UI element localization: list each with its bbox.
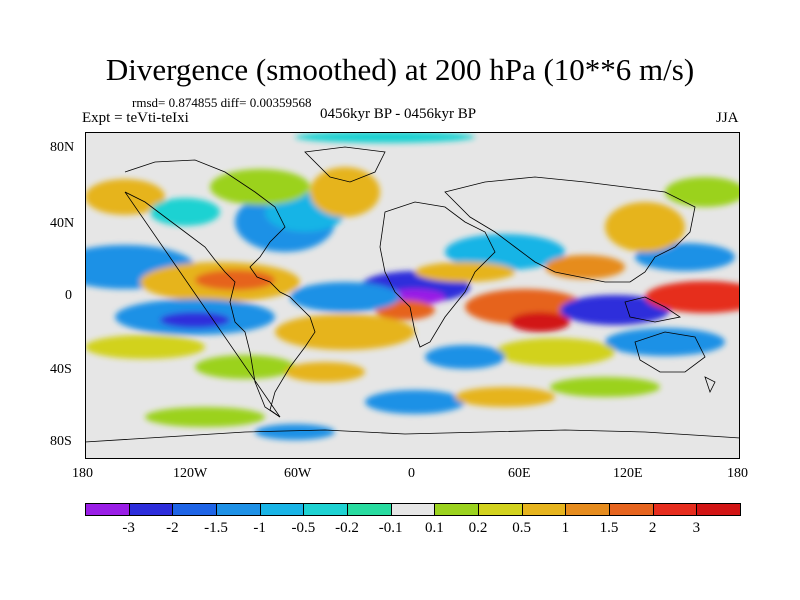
x-tick-120e: 120E: [613, 466, 643, 481]
colorbar-swatch: [216, 503, 261, 516]
colorbar-label: -1: [253, 520, 266, 536]
y-tick-80s: 80S: [50, 434, 72, 449]
colorbar-label: -3: [122, 520, 135, 536]
map-title: Divergence (smoothed) at 200 hPa (10**6 …: [105, 52, 695, 87]
colorbar-swatch: [172, 503, 217, 516]
colorbar-swatch: [609, 503, 654, 516]
y-tick-40s: 40S: [50, 362, 72, 377]
x-tick-120w: 120W: [173, 466, 208, 481]
colorbar-label: -0.5: [291, 520, 316, 536]
colorbar-swatch: [434, 503, 479, 516]
colorbar-label: 0.2: [468, 520, 488, 536]
colorbar-label: 3: [692, 520, 701, 536]
coastlines: [85, 146, 740, 443]
colorbar-swatch: [521, 503, 567, 516]
map-frame: [85, 132, 740, 459]
colorbar: [85, 503, 741, 516]
colorbar-label: 1.5: [599, 520, 619, 536]
colorbar-swatch: [85, 503, 130, 516]
colorbar-swatch: [303, 503, 348, 516]
colorbar-swatch: [259, 503, 305, 516]
colorbar-label: 0.1: [424, 520, 444, 536]
experiment-label: Expt = teVti-teIxi: [82, 110, 189, 126]
rmsd-diff-stats: rmsd= 0.874855 diff= 0.00359568: [132, 95, 312, 110]
y-tick-80n: 80N: [50, 140, 75, 155]
colorbar-label: -0.2: [335, 520, 359, 536]
colorbar-swatch: [128, 503, 174, 516]
x-tick-0: 0: [408, 466, 415, 481]
y-tick-40n: 40N: [50, 216, 75, 231]
colorbar-labels: -3 -2 -1.5 -1 -0.5 -0.2 -0.1 0.1 0.2 0.5 1 1.5 2 3: [85, 520, 740, 540]
colorbar-label: 2: [648, 520, 657, 536]
colorbar-label: 1: [561, 520, 570, 536]
x-tick-60w: 60W: [284, 466, 312, 481]
colorbar-swatch: [347, 503, 392, 516]
colorbar-label: -0.1: [378, 520, 403, 536]
colorbar-label: 0.5: [512, 520, 532, 536]
x-tick-180w: 180: [72, 466, 93, 481]
y-tick-0: 0: [65, 288, 72, 303]
divergence-map: [85, 132, 740, 459]
colorbar-swatch: [478, 503, 523, 516]
colorbar-swatch: [652, 503, 698, 516]
colorbar-label: -1.5: [204, 520, 228, 536]
colorbar-swatch: [565, 503, 610, 516]
period-label: 0456kyr BP - 0456kyr BP: [320, 106, 477, 122]
season-label: JJA: [716, 110, 739, 126]
colorbar-label: -2: [166, 520, 179, 536]
x-tick-180e: 180: [727, 466, 748, 481]
colorbar-swatch: [696, 503, 741, 516]
colorbar-swatch: [390, 503, 436, 516]
x-tick-60e: 60E: [508, 466, 531, 481]
